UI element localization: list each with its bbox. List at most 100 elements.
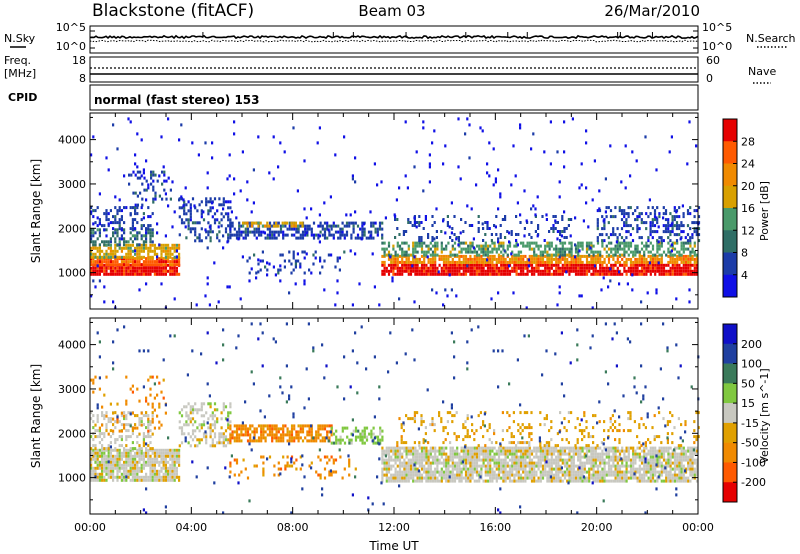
- range-gate-cell: [149, 272, 152, 276]
- range-gate-cell: [383, 452, 386, 456]
- range-gate-cell: [359, 227, 362, 231]
- range-gate-cell: [134, 206, 137, 210]
- range-gate-cell: [138, 260, 141, 264]
- range-gate-cell: [180, 123, 183, 127]
- range-gate-cell: [132, 191, 135, 195]
- range-gate-cell: [164, 192, 167, 196]
- range-gate-cell: [92, 444, 95, 448]
- range-gate-cell: [171, 272, 174, 276]
- range-gate-cell: [138, 432, 141, 436]
- range-gate-cell: [202, 218, 206, 222]
- range-gate-cell: [651, 230, 654, 234]
- range-gate-cell: [686, 212, 690, 216]
- range-gate-cell: [277, 467, 280, 471]
- range-gate-cell: [381, 438, 384, 442]
- range-gate-cell: [127, 472, 130, 476]
- range-gate-cell: [178, 444, 181, 448]
- range-gate-cell: [317, 233, 320, 237]
- range-gate-cell: [145, 435, 148, 439]
- range-gate-cell: [453, 269, 457, 273]
- range-gate-cell: [482, 257, 485, 261]
- range-gate-cell: [200, 426, 203, 430]
- range-gate-cell: [537, 227, 540, 230]
- range-gate-cell: [667, 221, 670, 225]
- range-gate-cell: [136, 260, 139, 264]
- range-gate-cell: [162, 257, 165, 261]
- range-gate-cell: [101, 469, 104, 473]
- range-gate-cell: [140, 454, 143, 458]
- range-gate-cell: [519, 476, 523, 480]
- range-gate-cell: [112, 432, 115, 436]
- range-gate-cell: [623, 241, 626, 245]
- range-gate-cell: [649, 224, 652, 228]
- range-gate-cell: [189, 405, 192, 409]
- range-gate-cell: [657, 240, 660, 244]
- range-gate-cell: [187, 209, 190, 213]
- range-gate-cell: [482, 455, 485, 459]
- range-gate-cell: [504, 461, 507, 465]
- range-gate-cell: [150, 173, 153, 177]
- range-gate-cell: [114, 237, 117, 241]
- range-gate-cell: [497, 244, 501, 248]
- freq-unit-label: [MHz]: [4, 67, 36, 80]
- range-gate-cell: [460, 476, 463, 480]
- range-gate-cell: [550, 253, 553, 257]
- range-gate-cell: [524, 461, 527, 465]
- range-gate-cell: [684, 257, 688, 261]
- range-gate-cell: [442, 269, 446, 273]
- range-gate-cell: [222, 438, 225, 442]
- range-gate-cell: [98, 387, 101, 391]
- range-gate-cell: [194, 239, 197, 243]
- range-gate-cell: [390, 476, 393, 480]
- range-gate-cell: [123, 243, 126, 247]
- range-gate-cell: [601, 272, 604, 276]
- range-gate-cell: [116, 249, 119, 253]
- range-gate-cell: [229, 233, 232, 237]
- range-gate-cell: [457, 165, 460, 169]
- range-gate-cell: [134, 472, 137, 476]
- range-gate-cell: [92, 252, 95, 256]
- range-gate-cell: [90, 249, 93, 253]
- range-gate-cell: [288, 436, 291, 440]
- range-gate-cell: [131, 260, 134, 264]
- range-gate-cell: [651, 218, 654, 222]
- range-gate-cell: [319, 271, 322, 275]
- range-gate-cell: [90, 206, 93, 210]
- range-gate-cell: [222, 207, 225, 211]
- range-gate-cell: [616, 254, 619, 258]
- range-gate-cell: [293, 227, 296, 231]
- range-gate-cell: [405, 269, 408, 273]
- range-gate-cell: [134, 209, 137, 213]
- range-gate-cell: [634, 269, 637, 273]
- range-gate-cell: [407, 464, 410, 468]
- range-gate-cell: [396, 257, 399, 261]
- range-gate-cell: [643, 260, 646, 264]
- range-gate-cell: [491, 257, 494, 261]
- range-gate-cell: [427, 461, 430, 465]
- range-gate-cell: [495, 272, 498, 276]
- range-gate-cell: [511, 473, 514, 477]
- range-gate-cell: [274, 273, 277, 277]
- range-gate-cell: [301, 424, 305, 428]
- range-gate-cell: [478, 263, 481, 267]
- range-gate-cell: [268, 262, 271, 266]
- range-gate-cell: [445, 473, 448, 477]
- range-gate-cell: [645, 260, 648, 264]
- range-gate-cell: [401, 476, 404, 480]
- range-gate-cell: [334, 224, 338, 228]
- range-gate-cell: [142, 168, 145, 172]
- range-gate-cell: [178, 260, 181, 264]
- range-gate-cell: [118, 269, 121, 273]
- range-gate-cell: [695, 269, 699, 273]
- range-gate-cell: [645, 257, 648, 261]
- range-gate-cell: [381, 476, 384, 480]
- range-gate-cell: [396, 458, 399, 462]
- range-gate-cell: [303, 256, 306, 260]
- range-gate-cell: [566, 247, 569, 251]
- range-gate-cell: [401, 464, 404, 468]
- range-gate-cell: [131, 240, 134, 244]
- range-gate-cell: [667, 224, 670, 228]
- range-gate-cell: [550, 244, 553, 248]
- range-gate-cell: [427, 449, 430, 453]
- range-gate-cell: [116, 469, 119, 473]
